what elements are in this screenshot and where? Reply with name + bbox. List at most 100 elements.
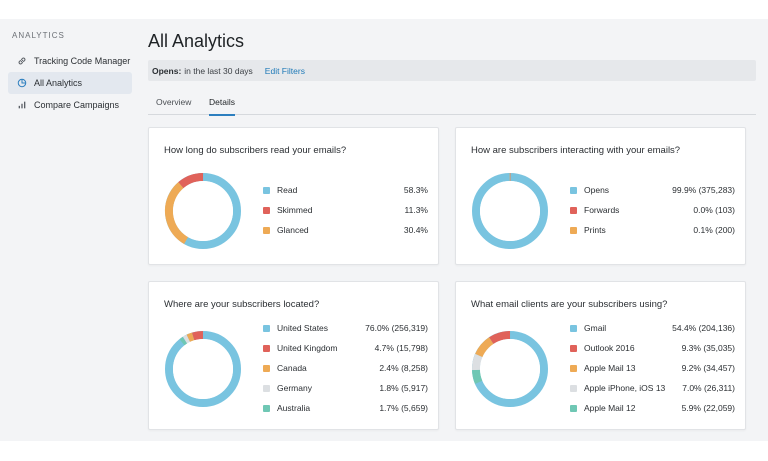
legend-swatch xyxy=(570,227,577,234)
email-clients-card: What email clients are your subscribers … xyxy=(455,281,746,430)
legend: Gmail 54.4% (204,136) Outlook 2016 9.3% … xyxy=(570,323,735,423)
link-icon xyxy=(16,55,28,67)
reading-time-donut xyxy=(162,170,244,252)
location-donut xyxy=(162,328,244,410)
legend-swatch xyxy=(570,207,577,214)
legend-swatch xyxy=(263,405,270,412)
legend-value: 4.7% (15,798) xyxy=(375,343,428,353)
legend-label: Gmail xyxy=(584,323,606,333)
reading-time-card: How long do subscribers read your emails… xyxy=(148,127,439,265)
legend-swatch xyxy=(570,365,577,372)
legend-row: Apple iPhone, iOS 13 7.0% (26,311) xyxy=(570,383,735,403)
legend-value: 30.4% xyxy=(404,225,428,235)
bar-chart-icon xyxy=(16,99,28,111)
email-clients-donut xyxy=(469,328,551,410)
filter-label: Opens: xyxy=(152,66,181,76)
legend-value: 76.0% (256,319) xyxy=(365,323,428,333)
legend-label: Read xyxy=(277,185,297,195)
sidebar-heading: ANALYTICS xyxy=(12,31,132,40)
legend-row: Australia 1.7% (5,659) xyxy=(263,403,428,423)
page-title: All Analytics xyxy=(148,31,244,52)
legend-row: Apple Mail 13 9.2% (34,457) xyxy=(570,363,735,383)
legend-swatch xyxy=(263,227,270,234)
legend-label: Germany xyxy=(277,383,312,393)
legend-label: United Kingdom xyxy=(277,343,337,353)
sidebar-item-all-analytics[interactable]: All Analytics xyxy=(8,72,132,94)
legend-row: Gmail 54.4% (204,136) xyxy=(570,323,735,343)
legend-label: Prints xyxy=(584,225,606,235)
legend-value: 1.8% (5,917) xyxy=(379,383,428,393)
sidebar-item-label: Tracking Code Manager xyxy=(34,56,130,66)
legend-label: Forwards xyxy=(584,205,619,215)
tab-details[interactable]: Details xyxy=(209,97,235,116)
card-title: What email clients are your subscribers … xyxy=(471,299,667,310)
legend-row: United States 76.0% (256,319) xyxy=(263,323,428,343)
tab-overview[interactable]: Overview xyxy=(156,97,191,114)
legend-row: Glanced 30.4% xyxy=(263,225,428,245)
legend-value: 54.4% (204,136) xyxy=(672,323,735,333)
legend-swatch xyxy=(263,207,270,214)
legend-row: Canada 2.4% (8,258) xyxy=(263,363,428,383)
legend-label: Canada xyxy=(277,363,307,373)
legend-row: Prints 0.1% (200) xyxy=(570,225,735,245)
legend-swatch xyxy=(570,385,577,392)
location-card: Where are your subscribers located? Unit… xyxy=(148,281,439,430)
legend-swatch xyxy=(570,325,577,332)
donut-hole xyxy=(480,181,540,241)
filter-value: in the last 30 days xyxy=(184,66,253,76)
sidebar-item-compare-campaigns[interactable]: Compare Campaigns xyxy=(8,94,132,116)
sidebar-item-label: Compare Campaigns xyxy=(34,100,119,110)
legend-value: 5.9% (22,059) xyxy=(682,403,735,413)
legend-row: Forwards 0.0% (103) xyxy=(570,205,735,225)
legend-row: Outlook 2016 9.3% (35,035) xyxy=(570,343,735,363)
edit-filters-link[interactable]: Edit Filters xyxy=(265,66,305,76)
legend-value: 7.0% (26,311) xyxy=(682,383,735,393)
legend-value: 9.2% (34,457) xyxy=(682,363,735,373)
legend-swatch xyxy=(570,405,577,412)
legend-value: 0.0% (103) xyxy=(693,205,735,215)
legend-swatch xyxy=(570,187,577,194)
pie-chart-icon xyxy=(16,77,28,89)
card-title: How long do subscribers read your emails… xyxy=(164,145,346,156)
legend-value: 9.3% (35,035) xyxy=(682,343,735,353)
interaction-donut xyxy=(469,170,551,252)
legend: United States 76.0% (256,319) United Kin… xyxy=(263,323,428,423)
legend-label: Opens xyxy=(584,185,609,195)
legend-row: Skimmed 11.3% xyxy=(263,205,428,225)
legend-row: Germany 1.8% (5,917) xyxy=(263,383,428,403)
legend-value: 11.3% xyxy=(405,205,428,215)
legend-swatch xyxy=(263,187,270,194)
card-title: Where are your subscribers located? xyxy=(164,299,319,310)
legend: Read 58.3% Skimmed 11.3% Glanced 30.4% xyxy=(263,185,428,245)
legend-swatch xyxy=(263,325,270,332)
legend-label: United States xyxy=(277,323,328,333)
legend-label: Apple Mail 13 xyxy=(584,363,636,373)
legend-swatch xyxy=(263,385,270,392)
main-content: All Analytics Opens: in the last 30 days… xyxy=(148,19,758,441)
legend-value: 2.4% (8,258) xyxy=(379,363,428,373)
filter-bar: Opens: in the last 30 days Edit Filters xyxy=(148,60,756,81)
legend-label: Apple iPhone, iOS 13 xyxy=(584,383,665,393)
legend-label: Skimmed xyxy=(277,205,312,215)
legend-swatch xyxy=(570,345,577,352)
legend-label: Australia xyxy=(277,403,310,413)
legend-label: Glanced xyxy=(277,225,309,235)
legend: Opens 99.9% (375,283) Forwards 0.0% (103… xyxy=(570,185,735,245)
sidebar-item-tracking-code-manager[interactable]: Tracking Code Manager xyxy=(8,50,132,72)
legend-row: Opens 99.9% (375,283) xyxy=(570,185,735,205)
interaction-card: How are subscribers interacting with you… xyxy=(455,127,746,265)
sidebar-item-label: All Analytics xyxy=(34,78,82,88)
legend-row: Read 58.3% xyxy=(263,185,428,205)
sidebar: ANALYTICS Tracking Code Manager All Anal… xyxy=(0,19,140,441)
donut-hole xyxy=(173,339,233,399)
card-title: How are subscribers interacting with you… xyxy=(471,145,680,156)
legend-row: Apple Mail 12 5.9% (22,059) xyxy=(570,403,735,423)
donut-hole xyxy=(173,181,233,241)
legend-value: 99.9% (375,283) xyxy=(672,185,735,195)
app-frame: ANALYTICS Tracking Code Manager All Anal… xyxy=(0,19,768,441)
legend-swatch xyxy=(263,365,270,372)
legend-value: 0.1% (200) xyxy=(693,225,735,235)
legend-value: 58.3% xyxy=(404,185,428,195)
legend-swatch xyxy=(263,345,270,352)
legend-value: 1.7% (5,659) xyxy=(379,403,428,413)
